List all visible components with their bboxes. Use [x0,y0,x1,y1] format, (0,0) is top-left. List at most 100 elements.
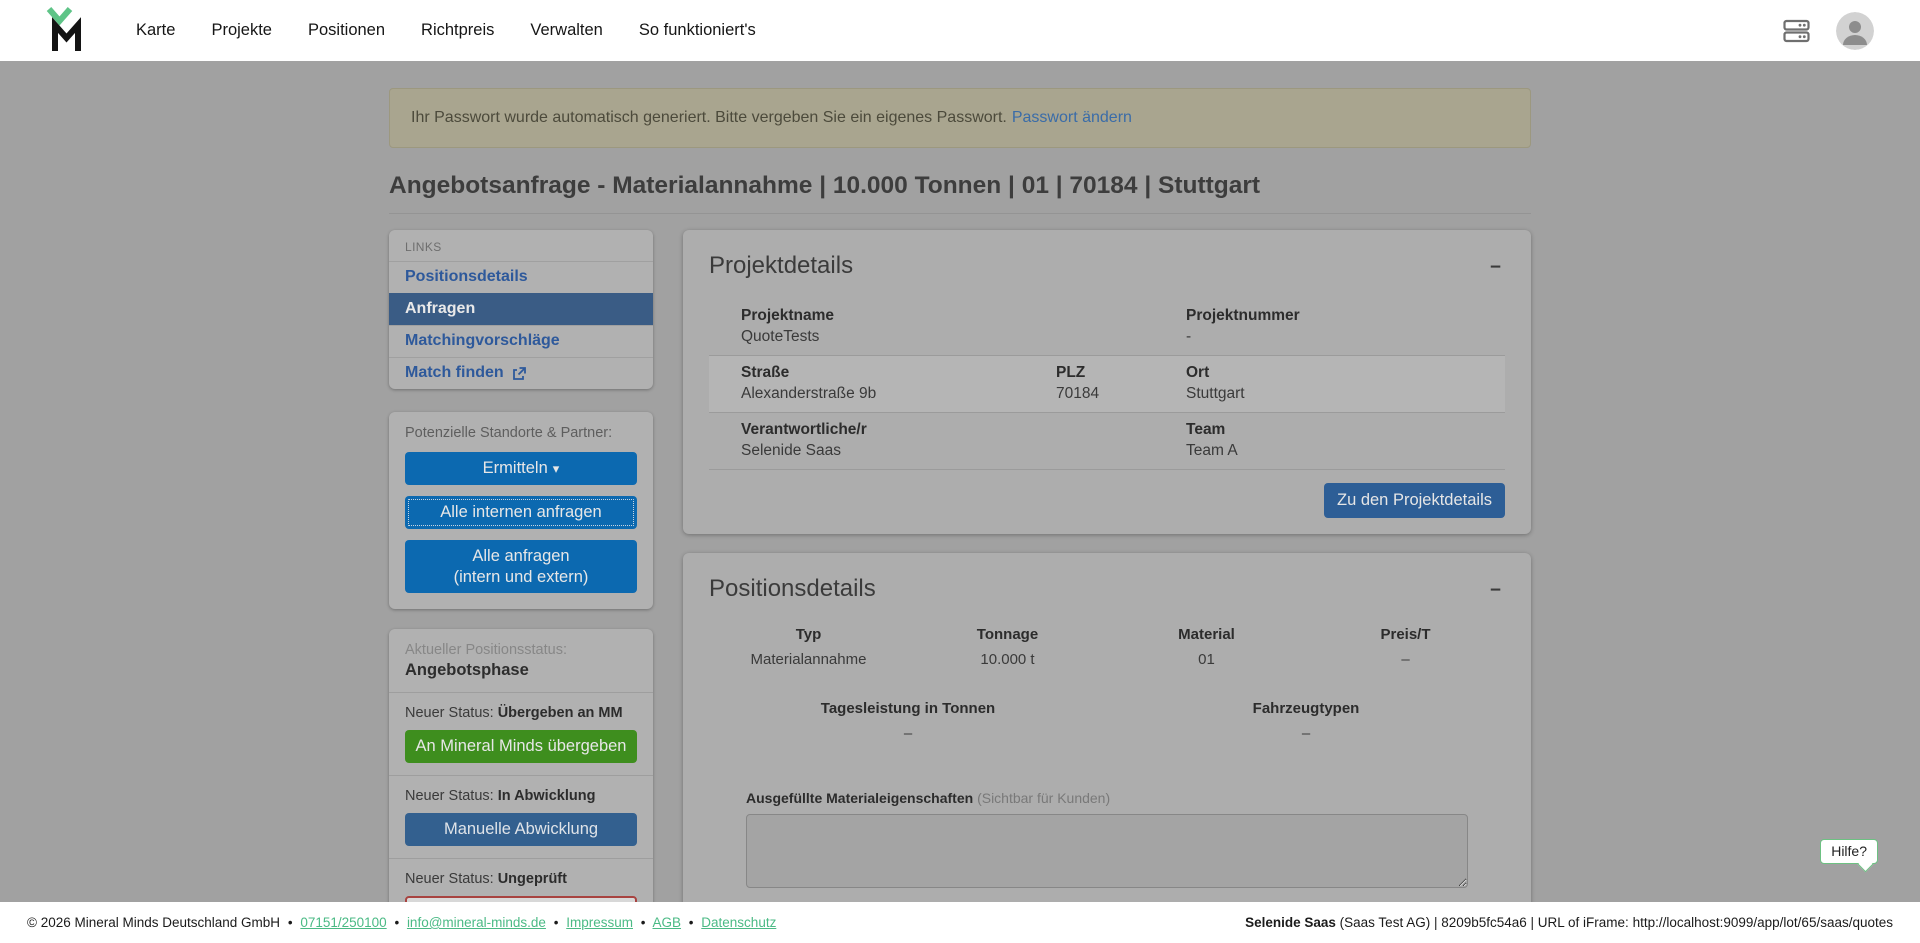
positionsdetails-card: Positionsdetails − Typ Materialannahme T… [683,553,1531,902]
footer-agb-link[interactable]: AGB [652,915,682,930]
table-row: Projektname QuoteTests Projektnummer - [709,299,1505,356]
footer: © 2026 Mineral Minds Deutschland GmbH • … [0,902,1920,943]
field-value: QuoteTests [741,328,820,345]
page-content: Ihr Passwort wurde automatisch generiert… [0,61,1920,902]
field-label: Verantwortliche/r [741,421,867,438]
field-value: 70184 [1056,385,1100,402]
field-value: Materialannahme [750,651,867,668]
table-row: Verantwortliche/r Selenide Saas Team Tea… [709,413,1505,470]
field-projektname: Projektname QuoteTests [709,307,1024,346]
manuelle-abwicklung-button[interactable]: Manuelle Abwicklung [405,813,637,847]
material-properties-label-bold: Ausgefüllte Materialeigenschaften [746,790,974,806]
alle-internen-anfragen-button[interactable]: Alle internen anfragen [405,496,637,529]
nav-item-positionen[interactable]: Positionen [307,21,386,39]
user-avatar[interactable] [1836,11,1874,50]
field-label: Preis/T [1380,626,1431,643]
new-status-value: Ungeprüft [497,871,567,888]
field-value: – [903,725,913,742]
external-link-icon [512,367,526,381]
field-fahrzeugtypen: Fahrzeugtypen – [1107,700,1505,742]
new-status-line-2: Neuer Status: In Abwicklung [405,788,637,804]
material-properties-section: Ausgefüllte Materialeigenschaften (Sicht… [746,790,1468,888]
veroeffentlichung-zurueckziehen-button[interactable]: Veröffentlichung zurückziehen [405,896,637,902]
field-label: Straße [741,364,790,381]
field-label: Typ [795,626,822,643]
field-value: Selenide Saas [741,442,841,459]
field-plz: PLZ 70184 [1024,364,1154,403]
alle-anfragen-button[interactable]: Alle anfragen (intern und extern) [405,540,637,594]
material-properties-textarea[interactable] [746,814,1468,888]
projektdetails-card: Projektdetails − Projektname QuoteTests … [683,230,1531,534]
current-status-label: Aktueller Positionsstatus: [405,642,567,659]
help-button[interactable]: Hilfe? [1820,839,1878,864]
current-status-value: Angebotsphase [405,661,529,680]
field-label: Tonnage [976,626,1039,643]
field-label: Projektname [741,307,835,324]
sidebar-item-anfragen[interactable]: Anfragen [389,293,653,325]
alert-message: Ihr Passwort wurde automatisch generiert… [411,109,1007,126]
links-panel: LINKS Positionsdetails Anfragen Matching… [389,230,653,389]
footer-datenschutz-link[interactable]: Datenschutz [701,915,777,930]
partner-panel-label: Potenzielle Standorte & Partner: [405,425,613,441]
nav-item-projekte[interactable]: Projekte [211,21,272,39]
sidebar-item-matchingvorschlaege[interactable]: Matchingvorschläge [389,325,653,357]
ermitteln-dropdown-button[interactable]: Ermitteln ▾ [405,452,637,485]
field-value: Team A [1186,442,1238,459]
material-properties-label: Ausgefüllte Materialeigenschaften (Sicht… [746,790,1468,806]
position-summary-row: Typ Materialannahme Tonnage 10.000 t Mat… [709,626,1505,668]
sidebar-item-label: Match finden [405,364,504,381]
position-extra-row: Tagesleistung in Tonnen – Fahrzeugtypen … [709,700,1505,742]
new-status-prefix: Neuer Status: [405,705,498,722]
collapse-icon[interactable]: − [1489,580,1501,601]
field-label: Projektnummer [1186,307,1300,324]
sidebar-item-label: Positionsdetails [405,268,528,285]
navbar-right [1783,11,1874,50]
nav-item-karte[interactable]: Karte [136,21,176,39]
field-label: Material [1178,626,1235,643]
partner-panel: Potenzielle Standorte & Partner: Ermitte… [389,412,653,610]
field-strasse: Straße Alexanderstraße 9b [709,364,1024,403]
title-divider [389,213,1531,214]
change-password-link[interactable]: Passwort ändern [1011,109,1132,126]
projektdetails-title: Projektdetails [709,252,854,279]
divider [389,858,653,860]
caret-down-icon: ▾ [552,461,560,476]
field-label: Fahrzeugtypen [1252,700,1360,717]
main-navigation: Karte Projekte Positionen Richtpreis Ver… [136,21,756,40]
divider [389,692,653,694]
sidebar-item-positionsdetails[interactable]: Positionsdetails [389,261,653,293]
field-label: Team [1186,421,1226,438]
footer-copyright: © 2026 Mineral Minds Deutschland GmbH [27,915,281,930]
new-status-value: Übergeben an MM [497,705,623,722]
footer-separator: • [553,915,559,930]
sidebar-item-match-finden[interactable]: Match finden [389,357,653,389]
nav-item-richtpreis[interactable]: Richtpreis [421,21,495,39]
an-mineral-minds-uebergeben-button[interactable]: An Mineral Minds übergeben [405,730,637,764]
new-status-line-3: Neuer Status: Ungeprüft [405,871,637,887]
status-panel: Aktueller Positionsstatus: Angebotsphase… [389,629,653,902]
footer-user-name: Selenide Saas [1245,915,1336,930]
field-team: Team Team A [1154,421,1505,460]
mineral-minds-logo[interactable] [42,6,90,56]
footer-user-details: (Saas Test AG) | 8209b5fc54a6 | URL of i… [1335,915,1893,930]
logo-icon [46,6,81,51]
field-projektnummer: Projektnummer - [1154,307,1505,346]
field-label: PLZ [1056,364,1086,381]
zu-den-projektdetails-button[interactable]: Zu den Projektdetails [1323,483,1505,518]
server-icon[interactable] [1783,18,1810,44]
button-label: Ermitteln [482,459,548,477]
field-value: Stuttgart [1186,385,1245,402]
page-title: Angebotsanfrage - Materialannahme | 10.0… [389,172,1261,199]
collapse-icon[interactable]: − [1489,257,1501,278]
field-material: Material 01 [1107,626,1306,668]
avatar-icon [1836,11,1874,50]
new-status-prefix: Neuer Status: [405,788,498,805]
nav-item-so-funktionierts[interactable]: So funktioniert's [638,21,756,39]
field-value: – [1301,725,1311,742]
footer-phone-link[interactable]: 07151/250100 [300,915,387,930]
divider [389,775,653,777]
footer-email-link[interactable]: info@mineral-minds.de [406,915,546,930]
footer-impressum-link[interactable]: Impressum [566,915,633,930]
nav-item-verwalten[interactable]: Verwalten [530,21,603,39]
links-panel-header: LINKS [405,240,442,254]
